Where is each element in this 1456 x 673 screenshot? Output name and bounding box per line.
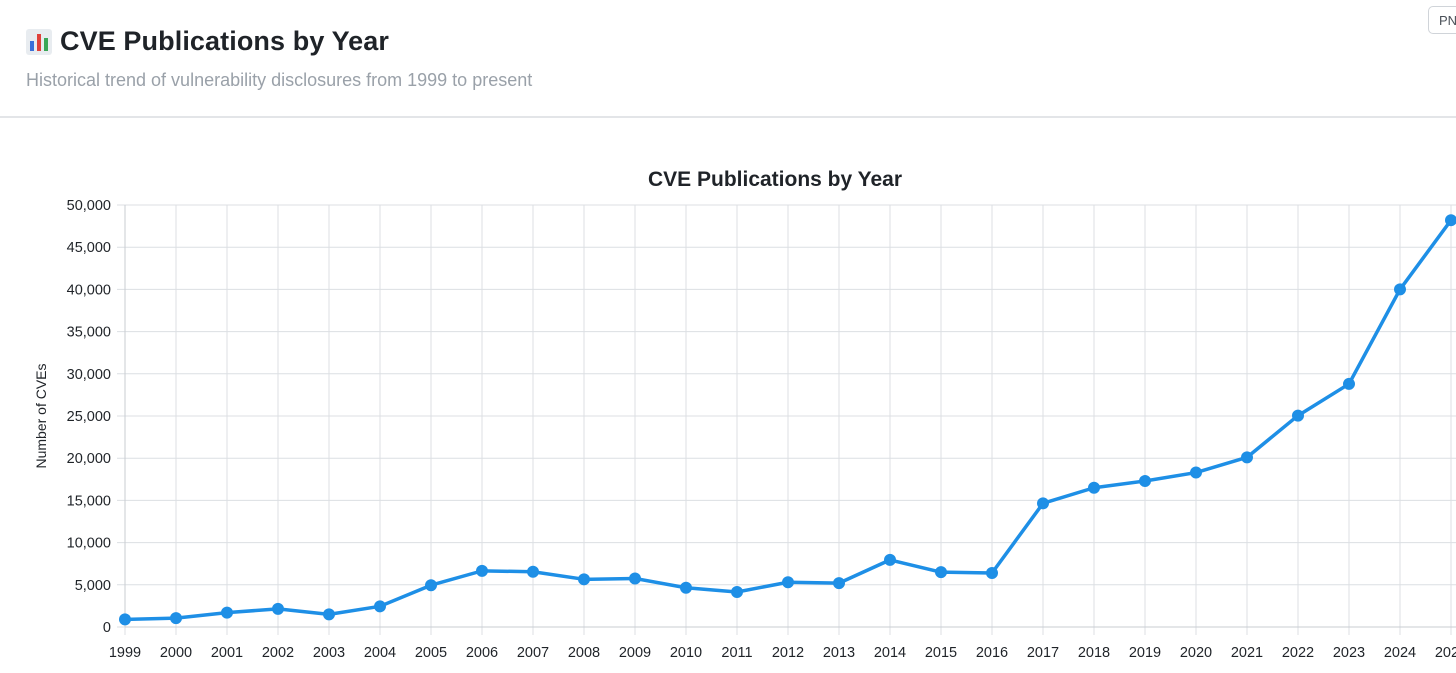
data-point-2007[interactable] xyxy=(528,566,539,577)
data-point-2014[interactable] xyxy=(885,554,896,565)
data-point-2008[interactable] xyxy=(579,574,590,585)
data-point-2005[interactable] xyxy=(426,580,437,591)
x-tick-label: 2024 xyxy=(1384,645,1416,661)
x-tick-label: 2020 xyxy=(1180,645,1212,661)
data-point-2002[interactable] xyxy=(273,603,284,614)
bar-chart-icon xyxy=(26,29,52,55)
x-tick-label: 2004 xyxy=(364,645,396,661)
data-point-2022[interactable] xyxy=(1293,410,1304,421)
export-png-button[interactable]: PNG xyxy=(1428,6,1456,34)
x-tick-label: 2019 xyxy=(1129,645,1161,661)
y-tick-label: 50,000 xyxy=(67,198,111,214)
x-tick-label: 2016 xyxy=(976,645,1008,661)
y-tick-label: 40,000 xyxy=(67,282,111,298)
data-point-2019[interactable] xyxy=(1140,475,1151,486)
page-subtitle: Historical trend of vulnerability disclo… xyxy=(26,70,532,91)
data-point-1999[interactable] xyxy=(120,614,131,625)
y-axis-label: Number of CVEs xyxy=(33,363,49,468)
data-point-2010[interactable] xyxy=(681,582,692,593)
y-tick-label: 30,000 xyxy=(67,367,111,383)
x-tick-label: 2007 xyxy=(517,645,549,661)
x-tick-label: 2010 xyxy=(670,645,702,661)
title-row: CVE Publications by Year xyxy=(26,26,389,57)
data-point-2020[interactable] xyxy=(1191,467,1202,478)
data-point-2021[interactable] xyxy=(1242,452,1253,463)
x-tick-label: 2001 xyxy=(211,645,243,661)
data-point-2004[interactable] xyxy=(375,601,386,612)
data-point-2001[interactable] xyxy=(222,607,233,618)
data-point-2024[interactable] xyxy=(1395,284,1406,295)
x-tick-label: 2022 xyxy=(1282,645,1314,661)
x-tick-label: 2018 xyxy=(1078,645,1110,661)
y-tick-label: 5,000 xyxy=(75,578,111,594)
y-tick-label: 20,000 xyxy=(67,451,111,467)
page-header: CVE Publications by Year Historical tren… xyxy=(0,0,1456,118)
data-point-2003[interactable] xyxy=(324,609,335,620)
x-tick-label: 2025 xyxy=(1435,645,1456,661)
x-tick-label: 2003 xyxy=(313,645,345,661)
chart-title: CVE Publications by Year xyxy=(648,168,902,191)
x-tick-label: 2011 xyxy=(721,645,752,661)
y-tick-label: 0 xyxy=(103,620,111,636)
data-point-2016[interactable] xyxy=(987,567,998,578)
x-tick-label: 2005 xyxy=(415,645,447,661)
x-tick-label: 2006 xyxy=(466,645,498,661)
data-point-2012[interactable] xyxy=(783,577,794,588)
data-point-2006[interactable] xyxy=(477,565,488,576)
y-tick-label: 35,000 xyxy=(67,325,111,341)
x-tick-label: 2000 xyxy=(160,645,192,661)
data-point-2018[interactable] xyxy=(1089,482,1100,493)
data-point-2013[interactable] xyxy=(834,578,845,589)
y-tick-label: 15,000 xyxy=(67,493,111,509)
x-tick-label: 2008 xyxy=(568,645,600,661)
x-tick-label: 2015 xyxy=(925,645,957,661)
line-chart: 0 5,000 10,000 15,000 20,000 25,000 30,000 35,0… xyxy=(0,118,1456,668)
x-tick-label: 2013 xyxy=(823,645,855,661)
x-tick-label: 2009 xyxy=(619,645,651,661)
grid-layer xyxy=(117,205,1456,635)
x-tick-label: 2021 xyxy=(1231,645,1263,661)
x-tick-label: 2014 xyxy=(874,645,906,661)
chart-container: 0 5,000 10,000 15,000 20,000 25,000 30,000 35,0… xyxy=(0,118,1456,668)
data-point-2011[interactable] xyxy=(732,586,743,597)
y-tick-label: 25,000 xyxy=(67,409,111,425)
x-tick-label: 2002 xyxy=(262,645,294,661)
axis-layer: 0 5,000 10,000 15,000 20,000 25,000 30,000 35,0… xyxy=(67,198,1456,661)
data-point-2025[interactable] xyxy=(1446,215,1456,226)
y-tick-label: 45,000 xyxy=(67,240,111,256)
data-point-2015[interactable] xyxy=(936,567,947,578)
data-point-2023[interactable] xyxy=(1344,378,1355,389)
x-tick-label: 2023 xyxy=(1333,645,1365,661)
x-tick-label: 2017 xyxy=(1027,645,1059,661)
x-tick-label: 1999 xyxy=(109,645,141,661)
page-title: CVE Publications by Year xyxy=(60,26,389,57)
y-tick-label: 10,000 xyxy=(67,536,111,552)
x-tick-label: 2012 xyxy=(772,645,804,661)
data-point-2017[interactable] xyxy=(1038,498,1049,509)
data-point-2000[interactable] xyxy=(171,613,182,624)
data-point-2009[interactable] xyxy=(630,573,641,584)
